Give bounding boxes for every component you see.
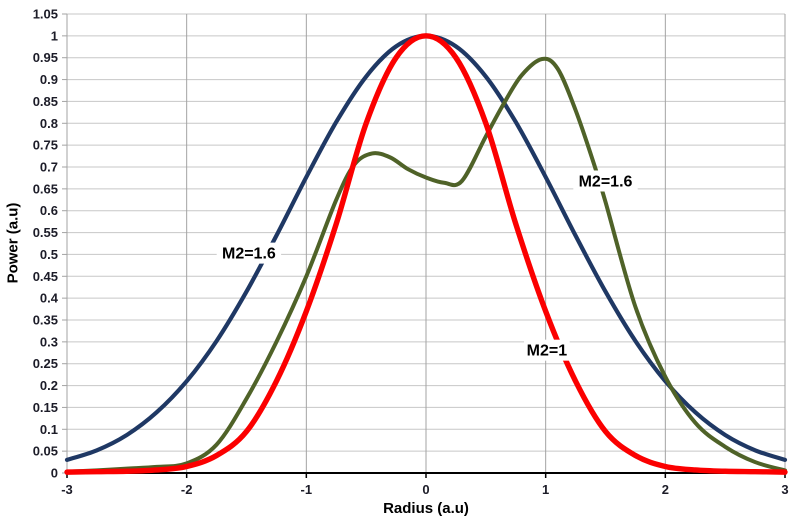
y-tick-label: 1.05 — [33, 7, 58, 22]
y-tick-label: 0.7 — [40, 160, 58, 175]
y-tick-label: 0.5 — [40, 247, 58, 262]
y-tick-label: 0.95 — [33, 50, 58, 65]
annotation-bg — [216, 242, 282, 264]
y-tick-label: 0 — [51, 466, 58, 481]
annotation-bg — [573, 170, 638, 192]
y-tick-label: 0.8 — [40, 116, 58, 131]
y-tick-label: 0.35 — [33, 313, 58, 328]
x-tick-label: -1 — [301, 482, 313, 497]
annotation-label: M2=1 — [527, 343, 568, 360]
y-tick-label: 0.4 — [40, 291, 59, 306]
y-tick-label: 0.75 — [33, 138, 58, 153]
annotation-label: M2=1.6 — [222, 246, 276, 263]
y-tick-label: 0.9 — [40, 72, 58, 87]
y-tick-label: 0.55 — [33, 225, 58, 240]
y-tick-label: 0.45 — [33, 269, 58, 284]
curve-1-M2=1.6 — [65, 56, 787, 474]
y-tick-label: 0.3 — [40, 334, 58, 349]
y-tick-label: 0.2 — [40, 378, 58, 393]
x-tick-label: 1 — [542, 482, 549, 497]
y-tick-label: 0.1 — [40, 422, 58, 437]
y-tick-label: 1 — [51, 28, 58, 43]
annotation-label: M2=1.6 — [579, 173, 633, 190]
y-tick-label: 0.25 — [33, 356, 58, 371]
y-tick-label: 0.65 — [33, 181, 58, 196]
x-tick-label: 0 — [422, 482, 429, 497]
y-tick-label: 0.15 — [33, 400, 58, 415]
x-tick-label: -2 — [181, 482, 193, 497]
x-axis-title: Radius (a.u) — [383, 500, 469, 517]
curve-2-M2=1 — [64, 33, 788, 475]
y-tick-label: 0.6 — [40, 203, 58, 218]
x-tick-label: -3 — [61, 482, 73, 497]
annotation-bg — [524, 339, 570, 361]
x-tick-label: 2 — [662, 482, 669, 497]
y-tick-label: 0.85 — [33, 94, 58, 109]
y-tick-label: 0.05 — [33, 444, 58, 459]
y-axis-title: Power (a.u) — [4, 202, 22, 284]
x-tick-label: 3 — [781, 482, 788, 497]
